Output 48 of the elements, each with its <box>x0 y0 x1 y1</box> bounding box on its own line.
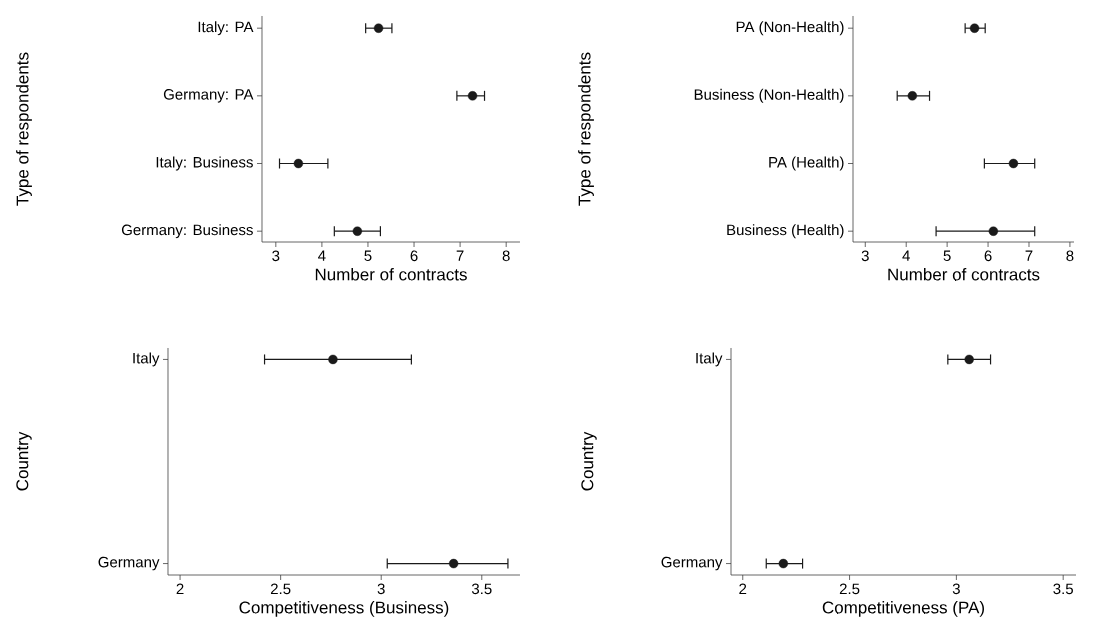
y-tick-label: Business (Health) <box>727 224 844 239</box>
y-axis-title: Type of respondents <box>578 52 594 206</box>
x-tick-label: 6 <box>410 250 418 262</box>
y-tick-label: Italy <box>696 352 723 367</box>
y-tick-label: Italy <box>133 352 160 367</box>
point <box>373 23 384 33</box>
y-tick-label: Germany: Business <box>121 224 253 239</box>
point <box>293 158 304 169</box>
y-tick-label: Germany: PA <box>163 89 254 103</box>
y-tick-label: PA (Non-Health) <box>736 21 844 36</box>
y-tick-label: Germany <box>98 556 160 571</box>
x-axis-title: Number of contracts <box>315 268 467 281</box>
x-tick-label: 2 <box>739 583 747 595</box>
x-tick-label: 7 <box>456 250 464 261</box>
point <box>988 226 999 236</box>
y-tick-label: Business (Non-Health) <box>694 88 844 103</box>
x-tick-label: 3.5 <box>1053 583 1073 595</box>
y-tick-label: PA (Health) <box>769 156 844 171</box>
point <box>352 226 363 236</box>
x-tick-label: 4 <box>902 250 910 261</box>
x-tick-label: 3 <box>861 250 869 262</box>
x-axis-title: Competitiveness (Business) <box>239 601 449 617</box>
point <box>1008 158 1019 169</box>
x-tick-label: 3 <box>377 583 385 595</box>
y-tick-label: Italy: Business <box>156 156 253 171</box>
x-tick-label: 7 <box>1025 250 1033 261</box>
x-tick-label: 3.5 <box>471 583 492 595</box>
x-tick-label: 8 <box>1066 250 1074 262</box>
point <box>969 23 980 33</box>
x-tick-label: 3 <box>952 583 960 595</box>
y-tick-label: Germany <box>661 556 723 571</box>
x-tick-label: 2 <box>176 583 184 595</box>
y-axis-title: Country <box>581 431 597 491</box>
point <box>907 91 918 101</box>
x-tick-label: 8 <box>502 250 510 262</box>
x-tick-label: 5 <box>943 250 951 261</box>
x-tick-label: 5 <box>364 250 372 261</box>
y-axis-title: Country <box>16 431 32 491</box>
x-tick-label: 3 <box>272 250 280 262</box>
x-tick-label: 2.5 <box>839 583 860 595</box>
point <box>467 91 478 101</box>
x-tick-label: 2.5 <box>270 583 291 595</box>
y-tick-label: Italy: PA <box>198 21 254 36</box>
x-tick-label: 4 <box>318 250 326 261</box>
x-tick-label: 6 <box>984 250 992 262</box>
x-axis-title: Competitiveness (PA) <box>822 601 985 617</box>
x-axis-title: Number of contracts <box>888 268 1040 281</box>
y-axis-title: Type of respondents <box>16 52 32 206</box>
